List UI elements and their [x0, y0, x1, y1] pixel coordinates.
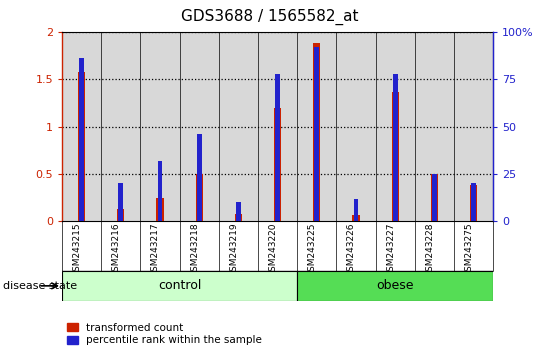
Bar: [432, 174, 437, 221]
Bar: [354, 199, 358, 221]
Bar: [62, 271, 297, 301]
Bar: [118, 209, 125, 221]
Bar: [274, 108, 281, 221]
Text: control: control: [158, 279, 201, 292]
Bar: [78, 72, 85, 221]
Text: GSM243215: GSM243215: [73, 222, 81, 277]
Bar: [275, 74, 280, 221]
Bar: [236, 202, 241, 221]
Bar: [313, 43, 320, 221]
Bar: [157, 161, 162, 221]
Bar: [197, 134, 202, 221]
Bar: [297, 271, 493, 301]
Bar: [79, 58, 84, 221]
Text: GSM243228: GSM243228: [425, 222, 434, 277]
Bar: [431, 174, 438, 221]
Bar: [314, 47, 319, 221]
Text: GSM243217: GSM243217: [151, 222, 160, 277]
Bar: [471, 183, 476, 221]
Bar: [156, 198, 163, 221]
Bar: [470, 185, 477, 221]
Bar: [196, 174, 203, 221]
Bar: [392, 92, 399, 221]
Text: GSM243216: GSM243216: [112, 222, 121, 277]
Text: obese: obese: [376, 279, 414, 292]
Text: disease state: disease state: [3, 281, 77, 291]
Text: GSM243219: GSM243219: [230, 222, 238, 277]
Text: GDS3688 / 1565582_at: GDS3688 / 1565582_at: [181, 9, 358, 25]
Text: GSM243218: GSM243218: [190, 222, 199, 277]
Text: GSM243227: GSM243227: [386, 222, 395, 277]
Bar: [393, 74, 398, 221]
Text: GSM243220: GSM243220: [268, 222, 278, 277]
Bar: [353, 215, 360, 221]
Text: GSM243225: GSM243225: [308, 222, 317, 277]
Bar: [119, 183, 123, 221]
Legend: transformed count, percentile rank within the sample: transformed count, percentile rank withi…: [67, 322, 262, 345]
Text: GSM243275: GSM243275: [465, 222, 474, 277]
Text: GSM243226: GSM243226: [347, 222, 356, 277]
Bar: [235, 214, 242, 221]
